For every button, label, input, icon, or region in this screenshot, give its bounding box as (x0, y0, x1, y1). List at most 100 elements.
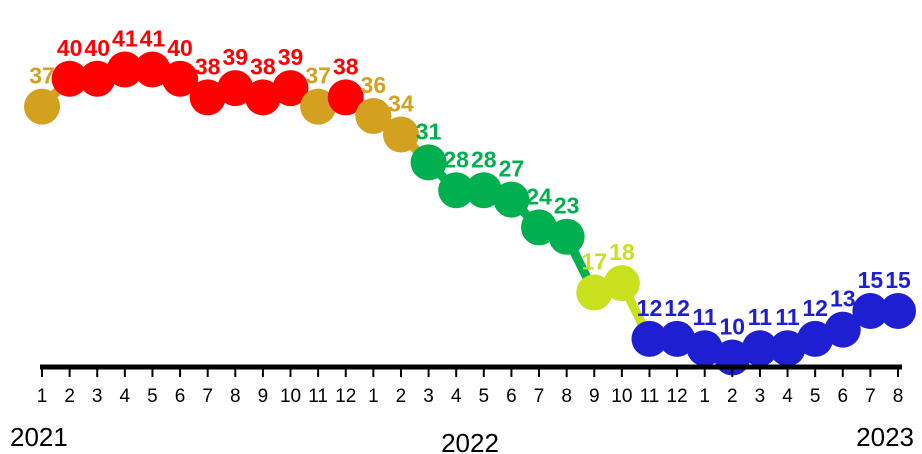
data-label: 10 (720, 314, 746, 340)
x-axis (40, 364, 902, 377)
x-tick-label: 12 (667, 386, 688, 407)
x-tick-label: 4 (120, 386, 131, 407)
x-tick-label: 1 (37, 386, 48, 407)
data-label: 38 (333, 53, 359, 79)
data-point (603, 265, 640, 302)
data-point (465, 172, 502, 209)
data-point (686, 330, 723, 367)
data-label: 41 (112, 26, 138, 52)
data-label: 40 (167, 35, 193, 61)
data-point (24, 88, 60, 125)
x-tick-label: 8 (561, 386, 572, 407)
data-point (576, 274, 613, 311)
data-point (382, 116, 419, 153)
data-label: 34 (388, 91, 414, 117)
data-label: 31 (416, 118, 442, 144)
x-tick-label: 6 (175, 386, 186, 407)
x-tick-label: 3 (423, 386, 434, 407)
x-tick-label: 2 (396, 386, 407, 407)
x-tick-label: 3 (92, 386, 103, 407)
x-tick-label: 3 (755, 386, 766, 407)
data-point (327, 79, 364, 116)
data-point (106, 51, 143, 88)
data-label: 12 (637, 295, 663, 321)
x-tick-label: 8 (893, 386, 904, 407)
data-label: 38 (195, 53, 221, 79)
x-tick-label: 7 (202, 386, 213, 407)
data-label: 23 (554, 193, 580, 219)
data-label: 13 (830, 286, 856, 312)
series-point-group (24, 51, 916, 376)
data-point (493, 181, 530, 218)
data-label: 12 (802, 295, 828, 321)
year-label: 2021 (10, 422, 68, 452)
x-tick-label: 4 (451, 386, 462, 407)
x-tick-label: 1 (368, 386, 379, 407)
data-label: 39 (222, 44, 248, 70)
x-tick-label: 6 (506, 386, 517, 407)
x-tick-label: 8 (230, 386, 241, 407)
data-point (824, 311, 861, 348)
year-label-group: 2021 2022 2023 (10, 422, 914, 454)
data-label: 11 (693, 304, 718, 330)
data-point (548, 218, 585, 255)
data-label: 41 (140, 26, 166, 52)
data-point (272, 70, 309, 107)
data-point (244, 79, 281, 116)
data-point (51, 60, 88, 97)
x-tick-label: 12 (335, 386, 356, 407)
data-label: 28 (471, 146, 497, 172)
data-point (797, 320, 834, 357)
data-label: 37 (29, 63, 55, 89)
data-label: 38 (250, 53, 276, 79)
x-tick-label: 4 (782, 386, 793, 407)
data-label: 36 (361, 72, 387, 98)
x-tick-label: 10 (611, 386, 632, 407)
data-label: 28 (443, 146, 469, 172)
x-tick-label: 10 (280, 386, 301, 407)
x-tick-label: 11 (640, 386, 660, 407)
x-tick-label: 9 (258, 386, 269, 407)
data-point (162, 60, 199, 97)
x-tick-label: 7 (865, 386, 876, 407)
data-point (521, 209, 558, 246)
data-label: 27 (499, 156, 525, 182)
x-tick-label: 5 (479, 386, 490, 407)
x-tick-label: 5 (147, 386, 158, 407)
data-label: 24 (526, 183, 552, 209)
data-point (438, 172, 475, 209)
data-label: 40 (57, 35, 83, 61)
data-point (852, 293, 889, 330)
data-point (631, 320, 668, 357)
data-label: 11 (775, 304, 800, 330)
x-tick-label: 2 (64, 386, 75, 407)
data-point (355, 97, 392, 134)
data-point (134, 51, 171, 88)
x-tick-label: 5 (810, 386, 821, 407)
x-tick-label: 6 (837, 386, 848, 407)
data-label: 11 (748, 304, 773, 330)
x-tick-label: 1 (699, 386, 710, 407)
data-label: 15 (858, 267, 884, 293)
data-point (300, 88, 337, 125)
data-point (410, 144, 447, 181)
data-point (741, 330, 778, 367)
year-label: 2022 (441, 428, 499, 454)
year-label: 2023 (856, 422, 914, 452)
x-tick-label: 7 (534, 386, 545, 407)
data-point (189, 79, 226, 116)
data-label: 39 (278, 44, 304, 70)
data-label: 18 (609, 239, 635, 265)
data-label: 37 (305, 63, 331, 89)
data-point (769, 330, 806, 367)
data-point (217, 70, 254, 107)
x-tick-label: 11 (308, 386, 328, 407)
data-point (880, 293, 916, 330)
data-label: 40 (84, 35, 110, 61)
data-label: 17 (581, 248, 607, 274)
data-point (659, 320, 696, 357)
x-tick-label: 9 (589, 386, 600, 407)
data-label: 15 (885, 267, 911, 293)
